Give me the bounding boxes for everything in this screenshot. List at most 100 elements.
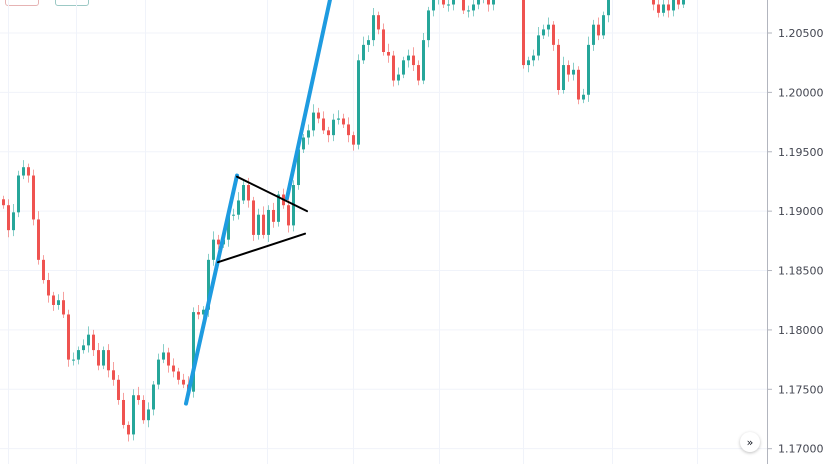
candle (442, 0, 445, 9)
candle-body (377, 15, 380, 30)
candle-body (397, 74, 400, 81)
candle-body (447, 4, 450, 6)
candle-body (567, 65, 570, 75)
candle-body (182, 379, 185, 385)
candle (662, 0, 665, 17)
candle (132, 389, 135, 441)
candle-body (232, 214, 235, 216)
trend-line-drawing[interactable] (217, 232, 306, 264)
candle-body (677, 0, 680, 5)
partial-label-red (5, 0, 39, 6)
candle-body (572, 69, 575, 75)
candle (572, 62, 575, 81)
candle (432, 0, 435, 17)
candle (92, 329, 95, 357)
candle-body (82, 345, 85, 351)
candle (372, 8, 375, 47)
candle (42, 255, 45, 284)
candle-body (267, 209, 270, 235)
candle-body (402, 60, 405, 75)
grid (0, 0, 767, 464)
candle-body (337, 118, 340, 120)
candle (347, 117, 350, 143)
candle (72, 352, 75, 366)
candle-body (357, 60, 360, 145)
candle (162, 344, 165, 364)
candle (672, 0, 675, 17)
candle-body (77, 350, 80, 360)
candle (152, 380, 155, 416)
candle-body (472, 4, 475, 11)
candle-body (27, 167, 30, 176)
candle (17, 170, 20, 218)
candle-body (532, 55, 535, 61)
scroll-to-latest-button[interactable]: » (740, 432, 760, 452)
candle (177, 367, 180, 385)
candle (602, 11, 605, 39)
candle-body (7, 205, 10, 231)
candle (102, 346, 105, 370)
candle (37, 211, 40, 265)
candles (2, 0, 685, 442)
candle (657, 0, 660, 18)
trend-line-drawing[interactable] (184, 173, 239, 406)
candle (237, 192, 240, 220)
candle (202, 306, 205, 319)
candle (267, 205, 270, 243)
candle-body (657, 4, 660, 13)
candle-body (412, 55, 415, 66)
candle (557, 38, 560, 95)
candle (357, 54, 360, 150)
candle-body (227, 214, 230, 240)
candle (487, 0, 490, 12)
candle-body (332, 119, 335, 136)
candle-body (362, 44, 365, 61)
candle-body (542, 29, 545, 36)
trend-line-drawing[interactable] (285, 0, 332, 201)
candle-body (467, 10, 470, 12)
candle-body (242, 185, 245, 201)
trend-line-drawing[interactable] (236, 175, 308, 213)
candle-body (62, 300, 65, 315)
candle (412, 47, 415, 72)
candle-body (162, 352, 165, 360)
candle-body (487, 0, 490, 5)
candle (27, 163, 30, 183)
candle-body (262, 214, 265, 235)
candle (327, 126, 330, 143)
candle (483, 0, 484, 4)
candle-body (17, 175, 20, 213)
candle-body (287, 205, 290, 226)
candle (147, 402, 150, 428)
partial-label-teal (55, 0, 89, 6)
y-tick-label: 1.18000 (778, 324, 824, 337)
candle-body (252, 200, 255, 235)
candle-body (582, 94, 585, 100)
candle (217, 234, 220, 250)
candle (607, 0, 610, 23)
y-tick-label: 1.17500 (778, 383, 824, 396)
candle-body (212, 239, 215, 260)
candle (417, 60, 420, 86)
candle (32, 169, 35, 226)
candle (77, 346, 80, 365)
candle-body (557, 44, 560, 91)
candle-body (442, 0, 445, 5)
candle (212, 231, 215, 266)
candle-body (297, 149, 300, 186)
candle-body (552, 24, 555, 45)
candle (577, 66, 580, 105)
y-tick-label: 1.18500 (778, 265, 824, 278)
candle (2, 195, 5, 209)
candle (587, 36, 590, 102)
candle (352, 131, 355, 151)
candle (197, 304, 200, 320)
candle-body (562, 65, 565, 91)
candle (312, 104, 315, 137)
price-axis[interactable]: 1.20500 1.20000 1.19500 1.19000 1.18500 1.180… (767, 27, 824, 456)
candle-body (42, 259, 45, 281)
candle (537, 27, 540, 61)
candle-body (597, 24, 600, 36)
candle-body (37, 219, 40, 260)
